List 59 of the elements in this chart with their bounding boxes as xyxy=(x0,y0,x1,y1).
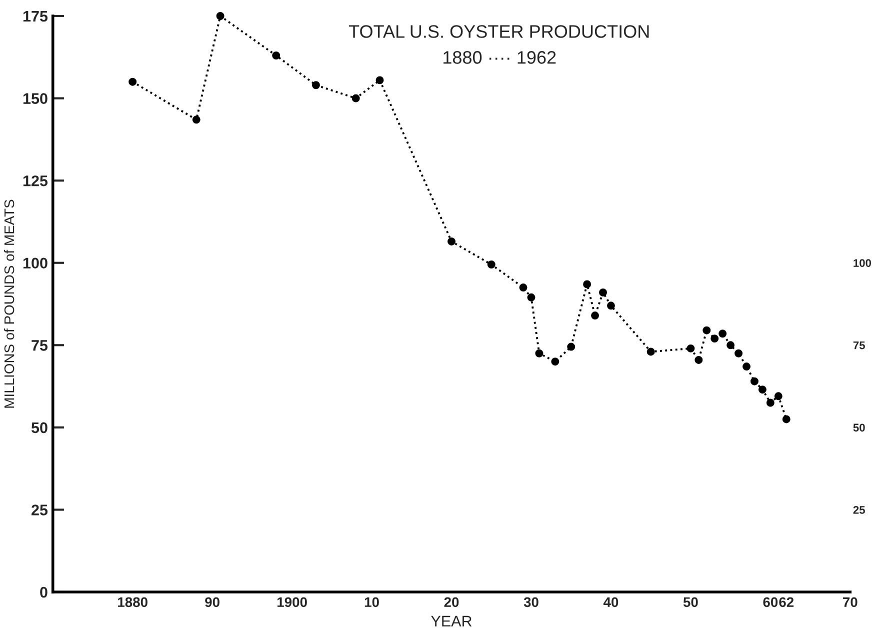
point xyxy=(758,386,766,394)
y-axis-title: MILLIONS of POUNDS of MEATS xyxy=(4,200,14,408)
y2-tick-label: 25 xyxy=(853,506,865,514)
y-tick-label: 75 xyxy=(32,340,48,351)
x-tick-label: 20 xyxy=(444,597,459,608)
point xyxy=(312,81,320,90)
point xyxy=(272,52,280,60)
point xyxy=(710,334,719,343)
x-tick-label: 90 xyxy=(205,597,220,608)
x-tick-label: 30 xyxy=(524,597,538,608)
point xyxy=(734,349,743,358)
point xyxy=(527,293,536,302)
point xyxy=(742,362,751,371)
point xyxy=(726,341,735,350)
point xyxy=(216,12,224,20)
x-tick-label: 1880 xyxy=(118,597,148,608)
point xyxy=(352,94,360,102)
point xyxy=(599,288,607,296)
point xyxy=(551,358,560,366)
x-tick-label: 60 xyxy=(763,597,778,608)
point xyxy=(376,76,384,84)
y-tick-label: 0 xyxy=(40,586,48,598)
y-tick-label: 100 xyxy=(23,258,48,269)
point xyxy=(192,116,200,124)
point xyxy=(606,302,615,310)
point xyxy=(782,415,790,424)
y-tick-label: 25 xyxy=(32,504,48,516)
point xyxy=(702,326,711,334)
point xyxy=(750,377,758,386)
y2-tick-label: 100 xyxy=(854,259,872,267)
x-tick-label: 62 xyxy=(779,597,794,608)
y-tick-label: 125 xyxy=(23,175,48,186)
x-axis-title: YEAR xyxy=(431,616,472,626)
point xyxy=(694,356,703,364)
point xyxy=(448,237,456,246)
y-tick-label: 175 xyxy=(23,11,48,22)
x-tick-label: 40 xyxy=(603,597,618,608)
point xyxy=(487,260,496,268)
text: 1880 ···· 1962 xyxy=(444,51,556,64)
point xyxy=(774,392,782,400)
point xyxy=(766,398,774,407)
point xyxy=(686,344,695,352)
y2-tick-label: 75 xyxy=(853,342,865,350)
x-tick-label: 50 xyxy=(683,597,698,608)
x-tick-label: 70 xyxy=(843,597,858,608)
point xyxy=(646,348,655,356)
x-tick-label: 10 xyxy=(364,597,379,608)
y-tick-label: 50 xyxy=(31,422,48,434)
point xyxy=(718,330,727,338)
point xyxy=(583,280,592,288)
point xyxy=(535,349,544,358)
chart-title: TOTAL U.S. OYSTER PRODUCTION xyxy=(348,25,649,38)
y2-tick-label: 50 xyxy=(853,424,865,432)
point xyxy=(567,342,576,351)
y-tick-label: 150 xyxy=(23,93,48,104)
point xyxy=(519,284,528,292)
point xyxy=(128,78,137,86)
x-tick-label: 1900 xyxy=(277,597,307,608)
point xyxy=(591,312,600,320)
